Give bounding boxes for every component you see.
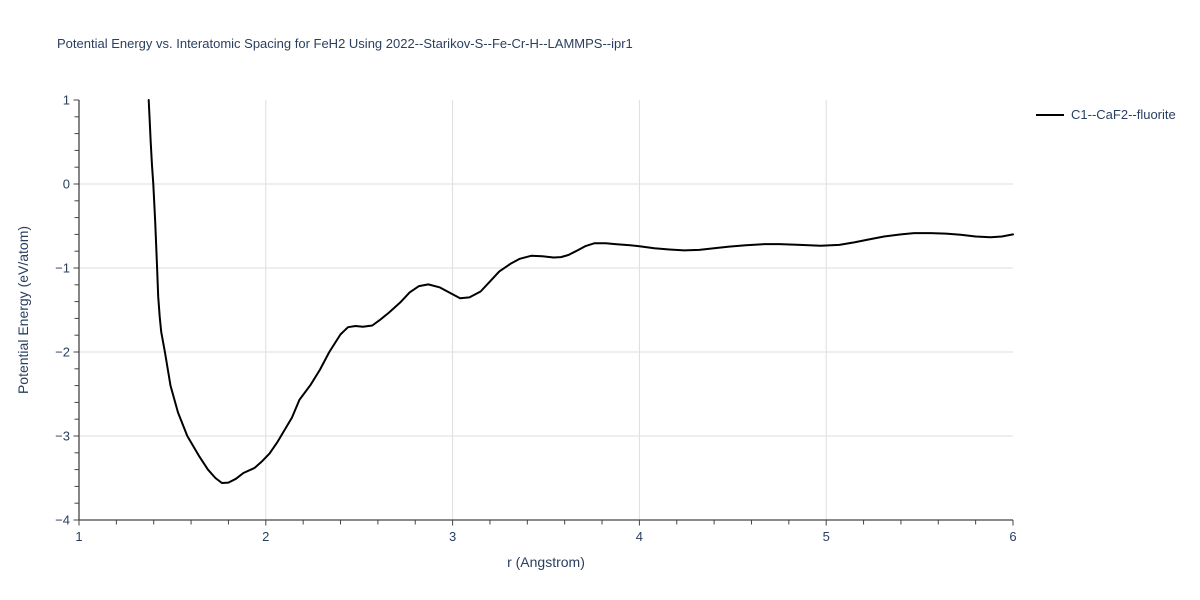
legend[interactable]: C1--CaF2--fluorite bbox=[1036, 107, 1176, 122]
y-tick-label: −1 bbox=[55, 261, 70, 276]
x-axis-title: r (Angstrom) bbox=[507, 554, 585, 570]
series-line bbox=[147, 99, 1014, 484]
y-tick-label: 1 bbox=[63, 93, 70, 108]
x-tick-label: 5 bbox=[823, 529, 830, 544]
x-tick-label: 3 bbox=[449, 529, 456, 544]
x-tick-label: 4 bbox=[636, 529, 643, 544]
x-tick-label: 6 bbox=[1009, 529, 1016, 544]
legend-line-swatch bbox=[1036, 113, 1064, 116]
x-tick-label: 1 bbox=[75, 529, 82, 544]
x-tick-label: 2 bbox=[262, 529, 269, 544]
y-axis-title: Potential Energy (eV/atom) bbox=[15, 225, 31, 395]
chart-title: Potential Energy vs. Interatomic Spacing… bbox=[57, 36, 633, 51]
y-tick-label: −4 bbox=[55, 513, 70, 528]
y-tick-label: −2 bbox=[55, 345, 70, 360]
y-tick-label: −3 bbox=[55, 429, 70, 444]
y-tick-label: 0 bbox=[63, 177, 70, 192]
legend-label: C1--CaF2--fluorite bbox=[1071, 107, 1176, 122]
